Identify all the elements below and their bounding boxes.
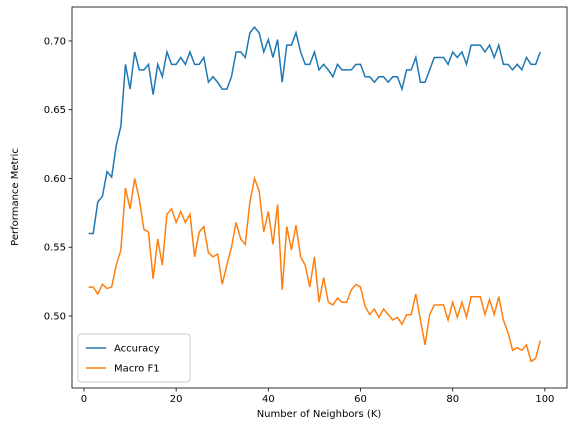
x-tick-label: 100 — [535, 394, 554, 405]
x-tick-label: 40 — [262, 394, 275, 405]
x-tick-label: 20 — [170, 394, 183, 405]
x-tick-label: 80 — [446, 394, 459, 405]
x-tick-label: 60 — [354, 394, 367, 405]
legend-box — [77, 333, 191, 383]
y-axis-label: Performance Metric — [10, 148, 21, 246]
legend-label: Macro F1 — [114, 364, 160, 375]
line-series — [88, 26, 541, 235]
x-axis-label: Number of Neighbors (K) — [257, 409, 382, 420]
y-tick-label: 0.55 — [44, 243, 66, 254]
x-tick-label: 0 — [81, 394, 87, 405]
line-series — [88, 175, 541, 363]
y-tick-label: 0.50 — [44, 311, 66, 322]
axes-frame — [71, 6, 568, 389]
legend-label: Accuracy — [114, 344, 160, 355]
y-tick-label: 0.65 — [44, 105, 66, 116]
y-tick-label: 0.60 — [44, 174, 66, 185]
y-tick-label: 0.70 — [44, 36, 66, 47]
